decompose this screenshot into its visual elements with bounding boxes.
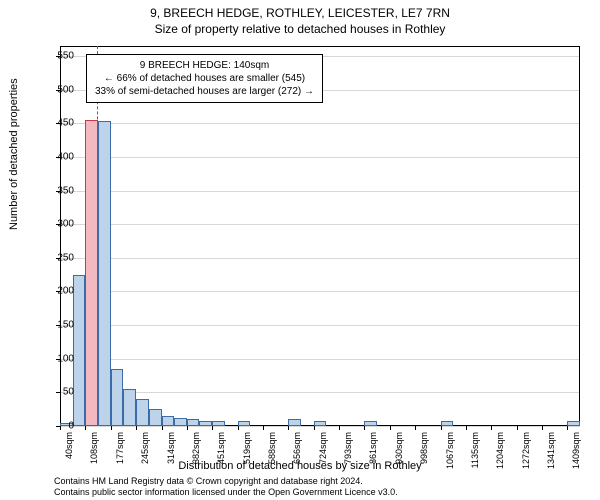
xtick-label: 998sqm: [419, 432, 429, 464]
title-line1: 9, BREECH HEDGE, ROTHLEY, LEICESTER, LE7…: [0, 6, 600, 22]
gridline: [60, 191, 580, 192]
xtick-mark: [517, 426, 518, 430]
ytick-label: 400: [44, 151, 74, 162]
attribution-line2: Contains public sector information licen…: [54, 487, 600, 498]
chart-title: 9, BREECH HEDGE, ROTHLEY, LEICESTER, LE7…: [0, 0, 600, 37]
y-axis-label: Number of detached properties: [8, 78, 20, 230]
xtick-mark: [441, 426, 442, 430]
xtick-mark: [85, 426, 86, 430]
ytick-label: 350: [44, 185, 74, 196]
ytick-label: 550: [44, 51, 74, 62]
property-marker-line: [97, 46, 98, 426]
ytick-label: 0: [44, 421, 74, 432]
histogram-bar: [238, 421, 251, 426]
annotation-line1: 9 BREECH HEDGE: 140sqm: [95, 59, 314, 72]
xtick-label: 40sqm: [64, 432, 74, 459]
xtick-label: 1135sqm: [470, 432, 480, 468]
gridline: [60, 426, 580, 427]
xtick-label: 793sqm: [343, 432, 353, 464]
histogram-bar: [567, 421, 580, 426]
xtick-label: 861sqm: [368, 432, 378, 464]
annotation-line2: ← 66% of detached houses are smaller (54…: [95, 72, 314, 85]
xtick-label: 1204sqm: [495, 432, 505, 469]
gridline: [60, 157, 580, 158]
gridline: [60, 224, 580, 225]
xtick-mark: [466, 426, 467, 430]
ytick-label: 200: [44, 286, 74, 297]
xtick-mark: [187, 426, 188, 430]
xtick-mark: [364, 426, 365, 430]
gridline: [60, 123, 580, 124]
histogram-bar: [314, 421, 327, 426]
xtick-label: 245sqm: [140, 432, 150, 464]
histogram-bar: [174, 418, 187, 426]
xtick-label: 314sqm: [166, 432, 176, 464]
xtick-mark: [542, 426, 543, 430]
ytick-label: 150: [44, 320, 74, 331]
xtick-mark: [314, 426, 315, 430]
xtick-label: 108sqm: [89, 432, 99, 464]
gridline: [60, 359, 580, 360]
histogram-bar: [73, 275, 86, 426]
histogram-bar: [212, 421, 225, 426]
xtick-label: 382sqm: [191, 432, 201, 464]
gridline: [60, 392, 580, 393]
title-line2: Size of property relative to detached ho…: [0, 22, 600, 38]
xtick-label: 1409sqm: [571, 432, 581, 469]
histogram-bar: [98, 121, 111, 426]
xtick-mark: [263, 426, 264, 430]
xtick-label: 656sqm: [292, 432, 302, 464]
ytick-label: 100: [44, 353, 74, 364]
gridline: [60, 325, 580, 326]
histogram-bar: [441, 421, 454, 426]
xtick-mark: [491, 426, 492, 430]
annotation-box: 9 BREECH HEDGE: 140sqm← 66% of detached …: [86, 54, 323, 103]
histogram-bar: [85, 120, 98, 426]
xtick-label: 451sqm: [216, 432, 226, 464]
xtick-label: 177sqm: [115, 432, 125, 464]
xtick-label: 930sqm: [394, 432, 404, 464]
xtick-mark: [136, 426, 137, 430]
xtick-label: 519sqm: [242, 432, 252, 464]
histogram-bar: [136, 399, 149, 426]
ytick-label: 250: [44, 252, 74, 263]
gridline: [60, 258, 580, 259]
plot-canvas: 9 BREECH HEDGE: 140sqm← 66% of detached …: [60, 46, 580, 426]
histogram-bar: [199, 421, 212, 426]
xtick-mark: [567, 426, 568, 430]
ytick-label: 500: [44, 84, 74, 95]
ytick-label: 450: [44, 118, 74, 129]
histogram-bar: [288, 419, 301, 426]
histogram-bar: [162, 416, 175, 426]
xtick-mark: [212, 426, 213, 430]
xtick-mark: [339, 426, 340, 430]
histogram-bar: [123, 389, 136, 426]
attribution: Contains HM Land Registry data © Crown c…: [0, 476, 600, 499]
xtick-label: 588sqm: [267, 432, 277, 464]
xtick-mark: [238, 426, 239, 430]
xtick-label: 1341sqm: [546, 432, 556, 469]
xtick-label: 1067sqm: [445, 432, 455, 469]
histogram-bar: [187, 419, 200, 426]
annotation-line3: 33% of semi-detached houses are larger (…: [95, 85, 314, 98]
xtick-mark: [162, 426, 163, 430]
xtick-mark: [111, 426, 112, 430]
xtick-label: 724sqm: [318, 432, 328, 464]
xtick-mark: [390, 426, 391, 430]
histogram-bar: [111, 369, 124, 426]
xtick-mark: [288, 426, 289, 430]
ytick-label: 50: [44, 387, 74, 398]
attribution-line1: Contains HM Land Registry data © Crown c…: [54, 476, 600, 487]
ytick-label: 300: [44, 219, 74, 230]
histogram-bar: [364, 421, 377, 426]
histogram-bar: [149, 409, 162, 426]
xtick-mark: [415, 426, 416, 430]
xtick-label: 1272sqm: [521, 432, 531, 469]
gridline: [60, 291, 580, 292]
plot-border: [60, 46, 580, 426]
chart-plot-area: 9 BREECH HEDGE: 140sqm← 66% of detached …: [60, 46, 580, 426]
